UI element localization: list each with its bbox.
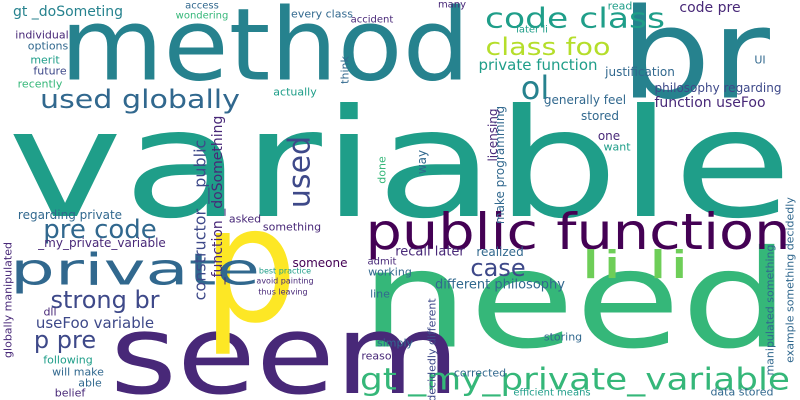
word: gt _doSometing <box>13 4 123 20</box>
word: function useFoo <box>654 95 765 111</box>
word: manipulated something <box>764 244 777 375</box>
word: dll <box>43 306 56 319</box>
word: able <box>78 377 102 390</box>
word: globally manipulated <box>2 242 15 358</box>
word: public function <box>366 203 791 261</box>
word: actually <box>273 86 317 99</box>
word: p pre <box>34 326 96 354</box>
word: constructor __public <box>191 140 211 301</box>
word: storing <box>544 331 582 344</box>
word: recently <box>18 78 63 91</box>
word: need <box>360 222 790 379</box>
word: efficient means <box>513 388 590 399</box>
word: generally feel <box>544 93 626 107</box>
word: pre code <box>43 215 157 245</box>
word: something <box>263 221 321 234</box>
word: make programming <box>493 106 507 224</box>
word: justification <box>604 65 675 79</box>
word: want <box>603 141 631 154</box>
word: recall later <box>395 245 465 260</box>
word: code pre <box>679 0 740 16</box>
word: used <box>283 136 318 208</box>
word: _my_private_variable <box>37 236 166 250</box>
word: individual <box>15 29 68 42</box>
word: merit <box>30 54 60 67</box>
word: someone <box>293 256 348 270</box>
word: regarding private <box>18 208 122 222</box>
word: code class <box>485 2 665 35</box>
word: thus leaving <box>258 288 307 297</box>
word: avoid painting <box>256 277 313 286</box>
word: access <box>185 1 219 12</box>
word: case <box>470 254 525 282</box>
word: future <box>33 65 66 78</box>
word: one <box>598 129 620 143</box>
word: strong br <box>50 286 159 314</box>
word: admit <box>368 257 397 268</box>
word: ol <box>521 69 549 107</box>
word: accident <box>351 15 394 26</box>
word: example something decidedly <box>784 197 797 363</box>
word: seem <box>110 291 460 400</box>
word: _function _doSomething <box>210 116 226 286</box>
word: reason <box>361 350 398 363</box>
word: philosophy regarding <box>655 81 782 95</box>
word: gt _my_private_variable <box>360 363 790 398</box>
word: corrected <box>454 367 506 380</box>
word: working <box>368 266 412 279</box>
word: many <box>438 0 466 11</box>
word: wondering <box>176 11 229 22</box>
word: decidedly different <box>426 298 439 400</box>
word: think <box>339 56 352 84</box>
word: stored <box>581 109 619 123</box>
word: realized <box>476 245 523 259</box>
word: every class <box>291 8 353 21</box>
word: p <box>203 172 298 359</box>
word: different philosophy <box>435 278 565 293</box>
word: belief <box>55 387 87 400</box>
word: br <box>620 0 771 128</box>
word: way <box>415 150 429 174</box>
word: UI <box>754 54 765 67</box>
word: will make <box>52 366 104 379</box>
word: later li <box>516 25 548 36</box>
word: line <box>370 288 390 301</box>
word: read <box>608 0 633 13</box>
word: useFoo variable <box>36 314 154 332</box>
word: li li <box>580 243 690 287</box>
word: done <box>376 156 389 184</box>
word: licensing <box>486 108 500 161</box>
word: class foo <box>486 33 611 61</box>
word: simply <box>377 337 414 350</box>
word: variable <box>8 78 793 252</box>
word: private function <box>478 56 597 74</box>
word: data stored <box>710 386 773 399</box>
word: method <box>60 0 470 104</box>
word: following <box>43 354 92 367</box>
word: used globally <box>40 85 240 115</box>
word: asked <box>229 213 261 226</box>
word: options <box>28 40 69 53</box>
word: best practice <box>259 267 311 276</box>
word: private <box>10 245 260 296</box>
